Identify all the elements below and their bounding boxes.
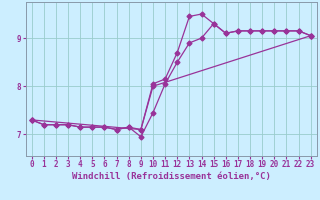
X-axis label: Windchill (Refroidissement éolien,°C): Windchill (Refroidissement éolien,°C) (72, 172, 271, 181)
